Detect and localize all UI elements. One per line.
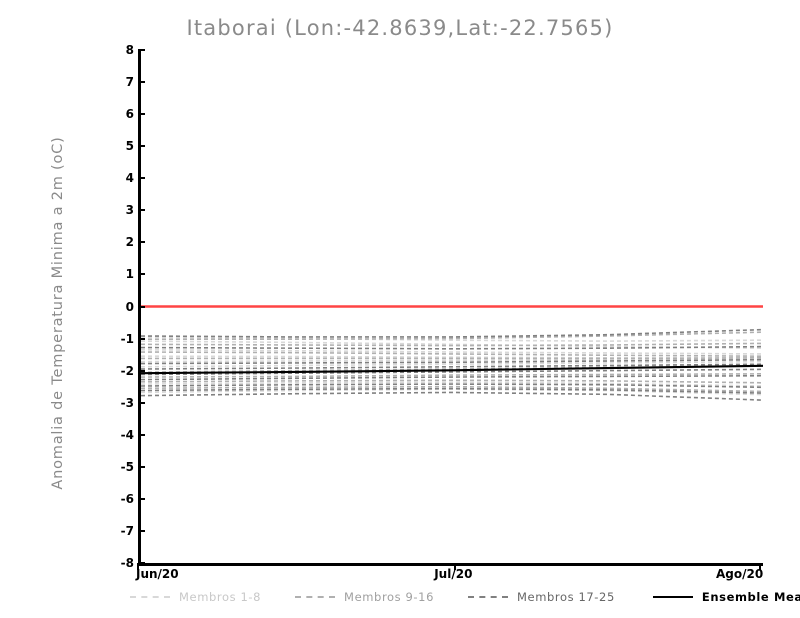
ensemble-member-line — [141, 348, 763, 355]
y-tick-mark — [138, 177, 145, 180]
x-tick-label: Jul/20 — [434, 567, 473, 581]
x-tick-label: Ago/20 — [716, 567, 764, 581]
chart-legend: Membros 1-8 Membros 9-16 Membros 17-25 Ense… — [130, 588, 800, 606]
ensemble-member-line — [141, 368, 763, 376]
y-tick-label: 1 — [125, 267, 134, 282]
legend-label: Membros 1-8 — [179, 590, 262, 604]
plot-area — [138, 50, 763, 566]
y-tick-label: -5 — [120, 459, 134, 474]
chart-title: Itaborai (Lon:-42.8639,Lat:-22.7565) — [186, 16, 614, 40]
legend-item[interactable]: Membros 1-8 — [130, 590, 261, 604]
ensemble-member-line — [141, 387, 763, 394]
ensemble-member-line — [141, 373, 763, 378]
ensemble-member-line — [141, 345, 763, 350]
y-tick-mark — [138, 369, 145, 372]
y-tick-label: 2 — [125, 235, 134, 250]
y-tick-label: -6 — [120, 491, 134, 506]
y-tick-mark — [138, 81, 145, 84]
y-tick-label: -7 — [120, 523, 134, 538]
y-tick-mark — [138, 529, 145, 532]
ensemble-member-line — [141, 381, 763, 387]
legend-item[interactable]: Membros 9-16 — [295, 590, 434, 604]
ensemble-mean-line — [141, 364, 763, 375]
legend-dashed-line-icon — [295, 596, 336, 598]
y-axis-ticks: 8 7 6 5 4 3 2 1 0 -1 -2 -3 -4 -5 -6 -7 -8 — [96, 44, 134, 569]
y-tick-mark — [138, 465, 145, 468]
legend-solid-line-icon — [652, 595, 693, 599]
legend-label: Ensemble Mean — [701, 590, 800, 604]
y-tick-label: 8 — [125, 43, 134, 57]
ensemble-member-line — [141, 331, 763, 340]
legend-label: Membros 9-16 — [344, 590, 435, 604]
y-tick-mark — [138, 209, 145, 212]
y-tick-label: -4 — [120, 427, 134, 442]
y-tick-mark — [138, 305, 145, 308]
legend-label: Membros 17-25 — [517, 590, 615, 604]
y-tick-mark — [138, 401, 145, 404]
y-tick-label: -2 — [120, 363, 134, 378]
y-tick-mark — [138, 241, 145, 244]
y-tick-mark — [138, 145, 145, 148]
y-tick-mark — [138, 337, 145, 340]
y-tick-label: 3 — [125, 203, 134, 218]
ensemble-member-line — [141, 360, 763, 368]
ensemble-member-line — [141, 342, 763, 347]
y-tick-mark — [138, 433, 145, 436]
y-tick-label: -1 — [120, 331, 134, 346]
y-tick-label: -8 — [120, 556, 134, 570]
ensemble-member-line — [141, 357, 763, 360]
y-tick-mark — [138, 113, 145, 116]
ensemble-member-line — [141, 328, 763, 338]
series-layer — [141, 305, 763, 401]
ensemble-member-line — [141, 385, 763, 393]
ensemble-member-line — [141, 363, 763, 370]
y-tick-label: 0 — [125, 299, 134, 314]
ensemble-member-line — [141, 391, 763, 401]
ensemble-member-line — [141, 383, 763, 389]
x-tick-mark — [454, 563, 457, 570]
y-tick-mark — [138, 562, 145, 564]
x-tick-mark — [137, 563, 139, 570]
ensemble-member-line — [141, 379, 763, 384]
y-axis-title: Anomalia de Temperatura Minima a 2m (oC) — [50, 136, 66, 490]
y-tick-label: 6 — [125, 107, 134, 122]
y-tick-mark — [138, 497, 145, 500]
legend-dashed-line-icon — [130, 596, 170, 598]
legend-item[interactable]: Ensemble Mean — [652, 590, 800, 604]
ensemble-member-line — [141, 374, 763, 381]
y-tick-label: -3 — [120, 395, 134, 410]
x-tick-mark — [759, 563, 761, 570]
ensemble-member-line — [141, 358, 763, 363]
ensemble-member-line — [141, 358, 763, 365]
legend-item[interactable]: Membros 17-25 — [468, 590, 615, 604]
y-tick-label: 7 — [125, 75, 134, 90]
legend-dashed-line-icon — [468, 596, 509, 598]
y-tick-mark — [138, 273, 145, 276]
y-tick-label: 5 — [125, 139, 134, 154]
x-tick-label: Jun/20 — [136, 567, 179, 581]
ensemble-member-line — [141, 336, 763, 342]
y-tick-label: 4 — [125, 171, 134, 186]
ensemble-member-line — [141, 351, 763, 357]
y-tick-mark — [138, 49, 145, 51]
